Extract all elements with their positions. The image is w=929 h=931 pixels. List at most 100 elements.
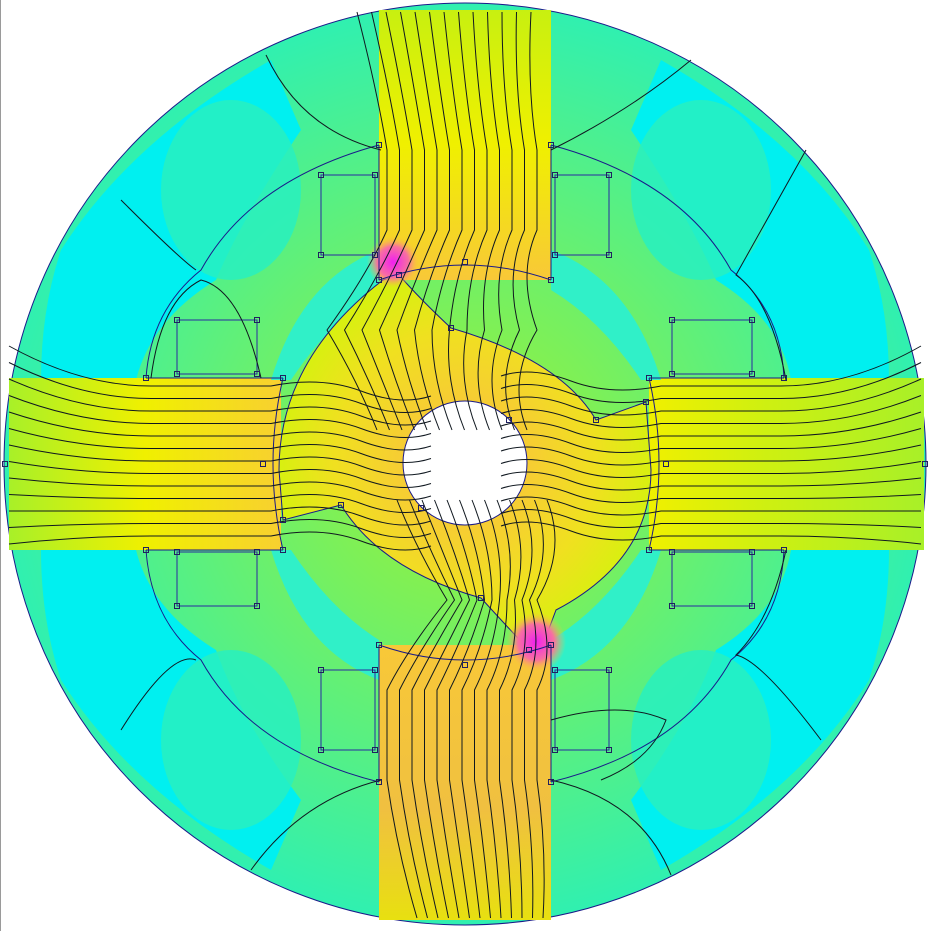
flux-line <box>499 499 522 919</box>
flux-line <box>500 411 922 441</box>
mesh-node <box>174 549 180 555</box>
flux-line <box>500 395 922 428</box>
mesh-node <box>280 547 286 553</box>
flux-line <box>8 531 432 551</box>
flux-line <box>500 428 922 453</box>
mesh-node <box>318 667 324 673</box>
coil-top-left <box>320 174 376 256</box>
mesh-node <box>376 142 382 148</box>
stator-pole-right <box>649 378 924 550</box>
flux-line <box>265 54 382 151</box>
flux-line <box>8 477 432 501</box>
mesh-node <box>260 461 266 467</box>
mesh-node <box>646 375 652 381</box>
mesh-node <box>669 603 675 609</box>
mesh-node <box>606 747 612 753</box>
mesh-node <box>643 399 649 405</box>
coil-left-top <box>176 319 258 375</box>
flux-line <box>8 362 432 413</box>
mesh-node <box>669 371 675 377</box>
mesh-node <box>552 252 558 258</box>
flux-line <box>500 444 922 466</box>
flux-line <box>550 779 672 876</box>
mesh-node <box>372 747 378 753</box>
flux-line <box>486 499 511 919</box>
mesh-node <box>418 505 424 511</box>
flux-line <box>449 499 486 919</box>
mesh-node <box>663 461 669 467</box>
mesh-node <box>372 172 378 178</box>
flux-line <box>505 11 525 431</box>
flux-line <box>424 499 471 919</box>
mesh-node <box>548 642 554 648</box>
mesh-node <box>526 647 532 653</box>
mesh-node <box>552 667 558 673</box>
flux-line <box>8 444 432 476</box>
stator-boundaries <box>145 144 785 783</box>
flux-line <box>511 499 533 919</box>
mesh-node <box>552 747 558 753</box>
coil-right-top <box>671 319 753 375</box>
flux-line <box>500 471 922 491</box>
mesh-node <box>2 461 8 467</box>
mesh-node <box>606 172 612 178</box>
mesh-node <box>174 317 180 323</box>
flux-line <box>120 658 197 731</box>
mesh-node <box>606 252 612 258</box>
shaft-hole <box>402 400 528 526</box>
mesh-node <box>338 502 344 508</box>
flux-line <box>8 345 432 401</box>
mesh-node <box>506 417 512 423</box>
stator-pole-bottom <box>379 645 551 920</box>
mesh-node <box>174 371 180 377</box>
flux-line <box>536 499 556 919</box>
flux-line <box>477 11 500 431</box>
mesh-node <box>254 371 260 377</box>
flux-line <box>411 499 463 919</box>
mesh-node <box>372 252 378 258</box>
flux-line <box>8 494 432 513</box>
mesh-node <box>548 277 554 283</box>
mesh-node <box>254 549 260 555</box>
flux-line <box>474 499 501 919</box>
flux-line <box>250 779 382 871</box>
flux-line <box>500 521 922 545</box>
flux-line <box>8 395 432 438</box>
mesh-node <box>749 371 755 377</box>
flux-line <box>8 378 432 426</box>
mesh-node <box>922 461 928 467</box>
flux-line <box>150 279 262 379</box>
mesh-node <box>280 375 286 381</box>
mesh-node <box>376 642 382 648</box>
flux-line <box>500 484 922 503</box>
flux-line <box>9 506 432 526</box>
mesh-node <box>318 252 324 258</box>
mesh-node <box>143 547 149 553</box>
mesh-node <box>174 603 180 609</box>
coil-top-right <box>554 174 610 256</box>
mesh-node <box>318 747 324 753</box>
mesh-node <box>318 172 324 178</box>
flux-line <box>550 709 667 781</box>
mesh-node <box>254 317 260 323</box>
coil-right-bottom <box>671 551 753 607</box>
flux-line <box>448 11 475 431</box>
flux-line <box>500 459 922 478</box>
mesh-node <box>143 375 149 381</box>
mesh-node <box>552 172 558 178</box>
flux-line <box>413 11 450 431</box>
coil-bottom-left <box>320 669 376 751</box>
mesh-node <box>396 272 402 278</box>
flux-line <box>431 11 463 431</box>
mesh-node <box>646 547 652 553</box>
flux-line <box>120 199 197 271</box>
flux-line <box>8 411 432 451</box>
flux-line <box>734 549 822 741</box>
peak-field-top <box>367 236 419 288</box>
flux-line <box>326 11 388 431</box>
flux-line <box>500 378 922 416</box>
flux-line <box>500 362 922 403</box>
mesh-node <box>606 667 612 673</box>
mesh-node <box>548 142 554 148</box>
